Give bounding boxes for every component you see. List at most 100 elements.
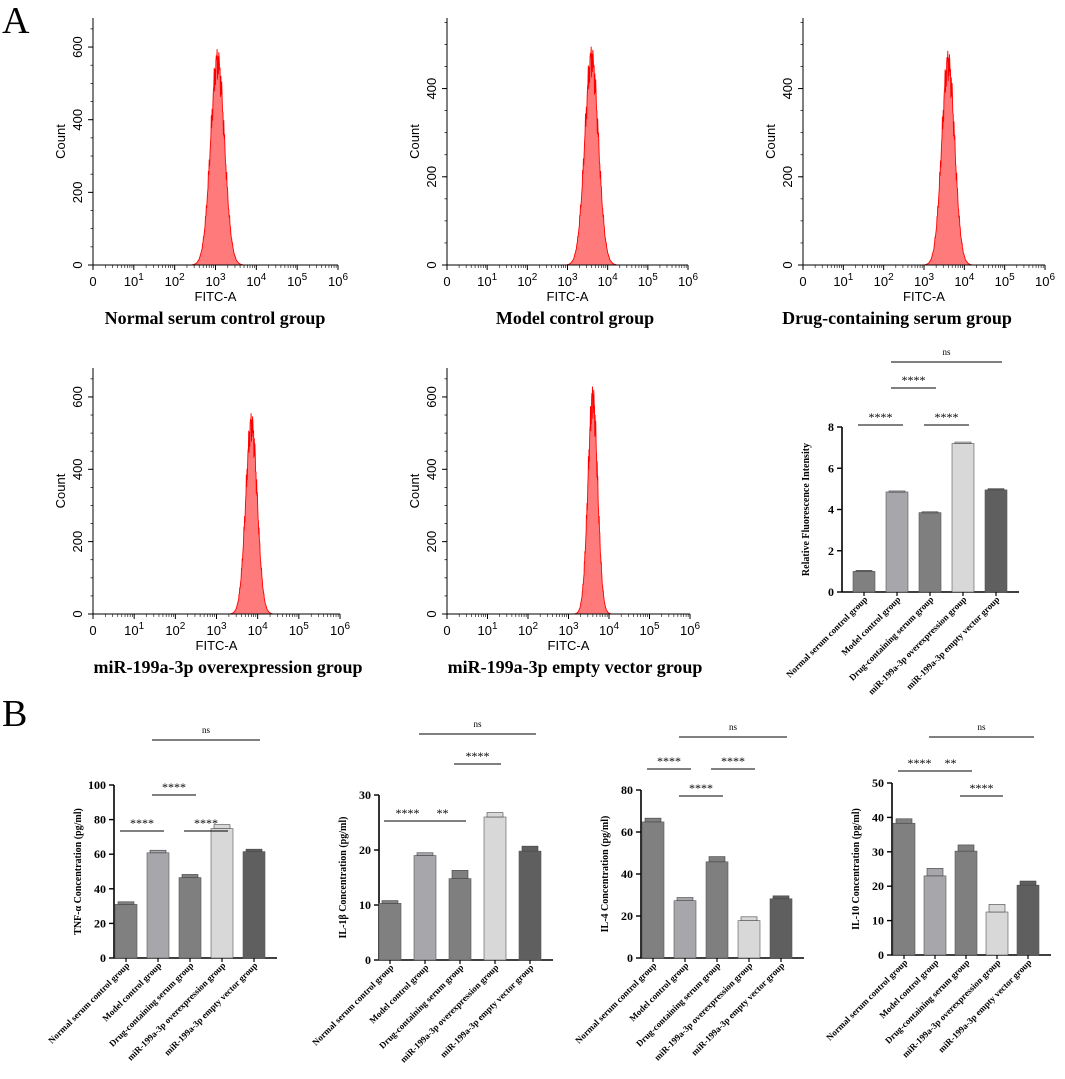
error-bar — [987, 488, 1005, 491]
error-bar — [1019, 880, 1037, 886]
histogram-chart: 0 200 400 600 0 101 102 103 104 105 106 Count FITC-A… — [53, 368, 363, 677]
error-bar — [416, 852, 434, 856]
error-bar — [245, 848, 263, 852]
significance-label: **** — [466, 749, 490, 763]
bar — [483, 816, 507, 961]
significance-label: **** — [162, 780, 186, 794]
x-tick-label: 101 — [124, 272, 144, 289]
y-axis-title: IL-1β Concentration (pg/ml) — [338, 817, 349, 939]
error-bar — [644, 817, 662, 823]
error-bar — [521, 845, 539, 852]
significance-label: **** — [935, 410, 959, 424]
bar — [641, 821, 665, 959]
x-tick-label: 103 — [557, 272, 577, 289]
error-bar — [381, 900, 399, 904]
category-label: Model control group — [100, 960, 163, 1023]
error-bar — [117, 901, 135, 905]
x-tick-label: 104 — [248, 621, 268, 638]
y-tick-label: 40 — [621, 867, 633, 881]
x-axis-title: FITC-A — [547, 289, 589, 304]
category-label: Model control group — [367, 962, 430, 1025]
histogram-chart: 0 200 400 0 101 102 103 104 105 106 Count FITC-A Dru… — [763, 18, 1055, 328]
bar — [114, 904, 138, 959]
histogram-caption: miR-199a-3p overexpression group — [93, 657, 362, 677]
y-tick-label: 600 — [70, 36, 85, 58]
significance-label: **** — [657, 754, 681, 768]
bar — [448, 878, 472, 961]
bar — [885, 491, 909, 593]
category-label: Model control group — [839, 594, 902, 657]
y-tick-label: 50 — [872, 776, 884, 790]
error-bar — [708, 856, 726, 863]
x-axis-title: FITC-A — [548, 638, 590, 653]
y-tick-label: 200 — [424, 166, 439, 188]
y-tick-label: 20 — [94, 916, 106, 930]
x-tick-label: 103 — [914, 272, 934, 289]
y-tick-label: 10 — [872, 914, 884, 928]
error-bar — [926, 868, 944, 877]
x-tick-label: 103 — [206, 621, 226, 638]
x-tick-label: 106 — [330, 621, 350, 638]
y-tick-label: 80 — [621, 783, 633, 797]
error-bar — [149, 849, 167, 854]
bar — [242, 851, 266, 959]
significance-label: ns — [202, 725, 211, 735]
significance-label: **** — [194, 816, 218, 830]
y-tick-label: 40 — [872, 810, 884, 824]
significance-label: ns — [977, 722, 986, 732]
y-tick-label: 400 — [424, 78, 439, 100]
x-tick-label: 106 — [328, 272, 348, 289]
bar — [210, 828, 234, 959]
y-axis-title: IL-10 Concentration (pg/ml) — [851, 808, 862, 930]
bar — [705, 861, 729, 959]
y-axis-title: Count — [407, 473, 422, 508]
y-tick-label: 0 — [70, 610, 85, 617]
bar — [852, 571, 876, 593]
bar — [378, 903, 402, 961]
histogram-distribution — [192, 49, 243, 266]
y-tick-label: 8 — [828, 420, 834, 434]
x-tick-label: 0 — [443, 623, 450, 638]
x-tick-label: 101 — [477, 272, 497, 289]
bar — [769, 898, 793, 959]
y-tick-label: 200 — [70, 531, 85, 553]
histogram-distribution — [574, 386, 611, 615]
y-tick-label: 200 — [780, 166, 795, 188]
y-tick-label: 600 — [424, 386, 439, 408]
panel-label-a: A — [2, 0, 30, 42]
y-axis-title: Count — [763, 124, 778, 159]
bar — [985, 911, 1009, 956]
bar — [737, 920, 761, 959]
x-tick-label: 105 — [287, 272, 307, 289]
significance-label: ns — [729, 722, 738, 732]
bar — [413, 855, 437, 961]
histogram-caption: Normal serum control group — [105, 308, 326, 328]
x-tick-label: 106 — [678, 272, 698, 289]
x-axis-title: FITC-A — [195, 289, 237, 304]
y-tick-label: 0 — [424, 610, 439, 617]
y-tick-label: 30 — [872, 845, 884, 859]
y-tick-label: 60 — [621, 825, 633, 839]
x-tick-label: 104 — [246, 272, 266, 289]
significance-label: ns — [473, 719, 482, 729]
x-tick-label: 101 — [477, 621, 497, 638]
x-tick-label: 101 — [833, 272, 853, 289]
y-tick-label: 40 — [94, 882, 106, 896]
histogram-chart: 0 200 400 600 0 101 102 103 104 105 106 Count FITC-A… — [53, 18, 348, 328]
x-tick-label: 105 — [995, 272, 1015, 289]
error-bar — [772, 895, 790, 900]
category-label: Model control group — [877, 957, 940, 1020]
y-axis-title: Count — [53, 124, 68, 159]
error-bar — [181, 874, 199, 878]
y-tick-label: 20 — [872, 879, 884, 893]
histogram-distribution — [566, 46, 617, 266]
y-tick-label: 200 — [70, 182, 85, 204]
bar — [984, 489, 1008, 593]
y-tick-label: 0 — [627, 951, 633, 965]
bar — [918, 512, 942, 593]
